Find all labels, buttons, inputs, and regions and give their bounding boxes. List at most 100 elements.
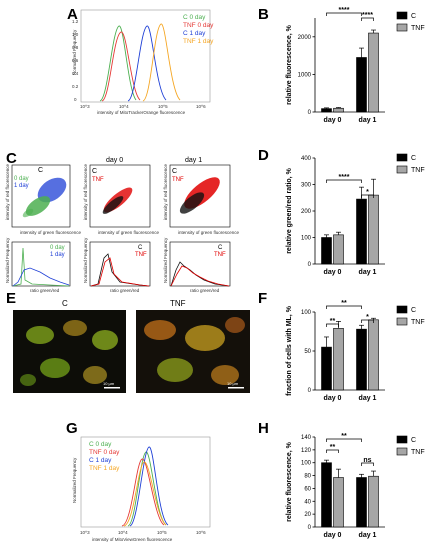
y-axis-label: relative fluorescence, % bbox=[286, 441, 293, 522]
bar-c bbox=[321, 346, 332, 391]
panel-c-scatter-right: day 1 C TNF intensity of green fluoresce… bbox=[163, 157, 240, 235]
panel-c-hist-frame bbox=[169, 241, 231, 287]
panel-e-micrographs: C TNF 10 µm 10 µm bbox=[13, 299, 250, 393]
panel-g-xtick: 10^4 bbox=[118, 530, 128, 535]
bar-c bbox=[356, 198, 367, 265]
legend-swatch bbox=[396, 11, 408, 20]
panel-a-curve-c1 bbox=[127, 25, 167, 102]
panel-c-hist-right: C TNF ratio green/red Normalized Frequen… bbox=[163, 237, 231, 293]
x-category-label: day 0 bbox=[324, 395, 342, 402]
bar-tnf bbox=[333, 477, 344, 528]
panel-e-label-c: C bbox=[62, 299, 68, 308]
y-tick-label: 0 bbox=[308, 388, 312, 394]
legend-label: C bbox=[411, 155, 416, 162]
y-tick-label: 60 bbox=[304, 486, 311, 492]
panel-c-scatter-ylabel: intensity of red fluorescence bbox=[163, 163, 168, 220]
panel-g-legend-item: C 0 day bbox=[89, 441, 112, 448]
bar-tnf bbox=[333, 234, 344, 265]
significance-label: * bbox=[366, 314, 369, 321]
panel-a-xtick: 10^4 bbox=[119, 104, 129, 109]
legend-label: C bbox=[411, 13, 416, 20]
panel-c-scatter-ylabel: intensity of red fluorescence bbox=[83, 163, 88, 220]
panel-c-hist-legend-c: C bbox=[138, 245, 143, 251]
bar-tnf bbox=[368, 475, 379, 528]
panel-c-scatter-title: C bbox=[38, 167, 43, 174]
panel-a-ytick: 1.2 bbox=[72, 19, 79, 24]
panel-a-curve-tnf1 bbox=[142, 23, 181, 102]
panel-c-hist-xlabel: ratio green/red bbox=[30, 288, 60, 293]
panel-a-xticks: 10^3 10^4 10^5 10^6 bbox=[80, 104, 206, 109]
legend-swatch bbox=[396, 23, 408, 32]
panel-a-xtick: 10^3 bbox=[80, 104, 90, 109]
significance-bracket bbox=[361, 17, 374, 21]
panel-a-legend-item: C 0 day bbox=[183, 14, 206, 21]
panel-label-d: D bbox=[258, 147, 269, 164]
panel-c-hist-frame bbox=[89, 241, 151, 287]
panel-c-scatter-xlabel: intensity of green fluorescence bbox=[178, 230, 240, 235]
panel-c-scatter-left: C 0 day 1 day intensity of green fluores… bbox=[5, 163, 82, 235]
significance-label: ** bbox=[341, 300, 347, 307]
panel-a-curve-tnf0 bbox=[101, 31, 141, 102]
panel-label-b: B bbox=[258, 6, 269, 23]
panel-g-curve-tnf1 bbox=[123, 461, 167, 527]
panel-a-ytick: 0.8 bbox=[72, 45, 79, 50]
panel-a-ytick: 0.4 bbox=[72, 71, 79, 76]
panel-e-scalebar-c bbox=[104, 387, 120, 389]
y-tick-label: 100 bbox=[301, 236, 312, 242]
legend-swatch bbox=[396, 447, 408, 456]
panel-a-legend-item: C 1 day bbox=[183, 30, 206, 37]
panel-b-bar-chart: 0 1000 2000 relative fluorescence, % day 0 da… bbox=[286, 7, 425, 124]
significance-bracket bbox=[326, 449, 339, 453]
significance-bracket bbox=[361, 194, 374, 198]
significance-label: * bbox=[366, 189, 369, 196]
panel-g-xtick: 10^6 bbox=[196, 530, 206, 535]
significance-bracket bbox=[361, 462, 374, 466]
panel-c-scatter-legend-tnf: TNF bbox=[172, 177, 184, 183]
y-tick-label: 140 bbox=[301, 435, 312, 441]
panel-c-hist-ylabel: Normalized Frequency bbox=[163, 237, 168, 283]
significance-bracket bbox=[326, 323, 339, 327]
cell bbox=[83, 366, 107, 384]
panel-g-legend-item: C 1 day bbox=[89, 457, 112, 464]
y-axis-label: relative green/red ratio, % bbox=[286, 167, 293, 253]
panel-a-ylabel: Normalized Frequency bbox=[72, 29, 77, 75]
x-category-label: day 1 bbox=[359, 269, 377, 276]
panel-c-scatter-inner: C bbox=[172, 168, 177, 175]
legend-label: TNF bbox=[411, 449, 425, 456]
legend-swatch bbox=[396, 317, 408, 326]
x-category-label: day 0 bbox=[324, 532, 342, 539]
panel-g-xticks: 10^3 10^4 10^5 10^6 bbox=[80, 530, 206, 535]
bar-c bbox=[356, 328, 367, 391]
panel-label-e: E bbox=[6, 290, 16, 307]
bar-c bbox=[321, 237, 332, 265]
significance-bracket bbox=[326, 305, 362, 309]
significance-label: **** bbox=[362, 12, 373, 19]
legend-swatch bbox=[396, 435, 408, 444]
cell bbox=[225, 317, 245, 333]
cell bbox=[63, 320, 87, 336]
significance-label: ** bbox=[341, 433, 347, 440]
panel-a-ytick: 0.6 bbox=[72, 58, 79, 63]
cell bbox=[92, 330, 118, 350]
panel-c-scatter-middle: day 0 C TNF intensity of green fluoresce… bbox=[83, 157, 160, 235]
bar-tnf bbox=[368, 194, 379, 265]
x-category-label: day 0 bbox=[324, 117, 342, 124]
x-category-label: day 1 bbox=[359, 532, 377, 539]
significance-bracket bbox=[326, 12, 362, 16]
panel-a-ytick: 0.2 bbox=[72, 84, 79, 89]
y-tick-label: 120 bbox=[301, 448, 312, 454]
significance-bracket bbox=[326, 438, 362, 442]
y-axis-label: relative fluorescence, % bbox=[286, 24, 293, 105]
panel-a-ytick: 1.0 bbox=[72, 32, 79, 37]
y-tick-label: 20 bbox=[304, 512, 311, 518]
bar-tnf bbox=[368, 319, 379, 391]
legend-swatch bbox=[396, 305, 408, 314]
legend-label: C bbox=[411, 307, 416, 314]
panel-c-scatter-ylabel: intensity of red fluorescence bbox=[5, 163, 10, 220]
panel-e-scalebar-label: 10 µm bbox=[103, 381, 115, 386]
bar-tnf bbox=[333, 328, 344, 391]
cell bbox=[157, 358, 193, 382]
panel-e-label-tnf: TNF bbox=[170, 299, 186, 308]
cell bbox=[211, 365, 239, 385]
